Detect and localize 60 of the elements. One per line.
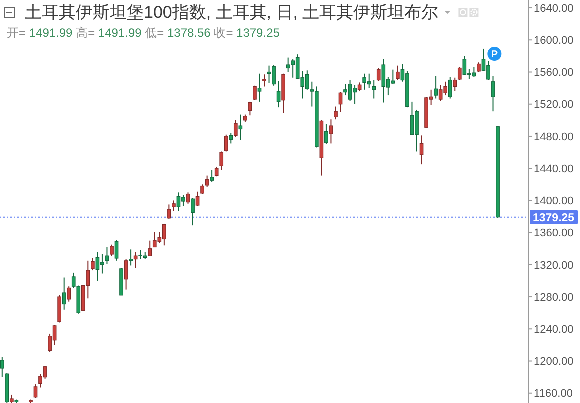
candlestick [172, 200, 176, 212]
ref-line-label: 1379.25 [533, 212, 576, 224]
y-tick-label: 1600.00 [534, 34, 574, 47]
candlestick [214, 166, 219, 178]
candlestick [129, 249, 133, 266]
candlestick [191, 198, 195, 226]
y-tick-label: 1400.00 [534, 196, 574, 208]
y-tick-label: 1280.00 [534, 292, 574, 304]
y-tick-label: 1520.00 [534, 99, 574, 112]
candlestick [258, 73, 262, 102]
candlestick [477, 62, 481, 73]
candlestick [114, 240, 119, 262]
candlestick [238, 114, 243, 141]
candlestick [376, 68, 381, 82]
candlestick [91, 258, 95, 272]
candlestick [210, 170, 214, 183]
candlestick [324, 124, 328, 145]
candlestick [234, 120, 238, 138]
y-tick-label: 1160.00 [534, 388, 573, 400]
candlestick [67, 286, 72, 302]
candlestick [0, 356, 4, 378]
text: 开= 1491.99 高= 1491.99 低= 1378.56 收= 1379.25 [7, 26, 280, 40]
candlestick [434, 76, 438, 100]
chart-title: 土耳其伊斯坦堡100指数, 土耳其, 日, 土耳其伊斯坦布尔 [25, 3, 439, 22]
candlestick [372, 80, 376, 100]
candlestick [262, 74, 266, 88]
candlestick [248, 101, 252, 116]
candlestick [220, 151, 224, 171]
candlestick [200, 184, 204, 195]
candlestick [334, 106, 338, 120]
y-tick-label: 1320.00 [534, 260, 574, 272]
candlestick [458, 66, 462, 81]
candlestick [110, 244, 114, 257]
candlestick [205, 175, 210, 188]
candlestick [276, 80, 281, 108]
candlestick [62, 277, 66, 310]
candlestick [167, 204, 172, 220]
candlestick [134, 252, 138, 269]
candlestick [186, 192, 190, 204]
candlestick [124, 258, 128, 290]
candlestick [224, 134, 228, 152]
y-tick-label: 1560.00 [534, 67, 574, 80]
y-tick-label: 1640.00 [534, 2, 574, 15]
y-tick-label: 1440.00 [534, 163, 574, 176]
candlestick [396, 65, 400, 81]
candlestick [329, 119, 334, 144]
y-tick-label: 1480.00 [534, 131, 574, 144]
candlestick [453, 77, 458, 92]
candlestick [34, 384, 38, 399]
y-tick-label: 1240.00 [534, 324, 574, 336]
candlestick [196, 191, 200, 207]
annotation: P [491, 50, 498, 61]
candlestick [229, 132, 234, 144]
candlestick [420, 135, 424, 166]
y-tick-label: 1200.00 [534, 356, 574, 368]
candlestick [448, 76, 452, 100]
candlestick [253, 85, 257, 101]
y-tick-label: 1360.00 [534, 228, 574, 240]
candlestick [491, 76, 496, 112]
candlestick [148, 240, 152, 257]
